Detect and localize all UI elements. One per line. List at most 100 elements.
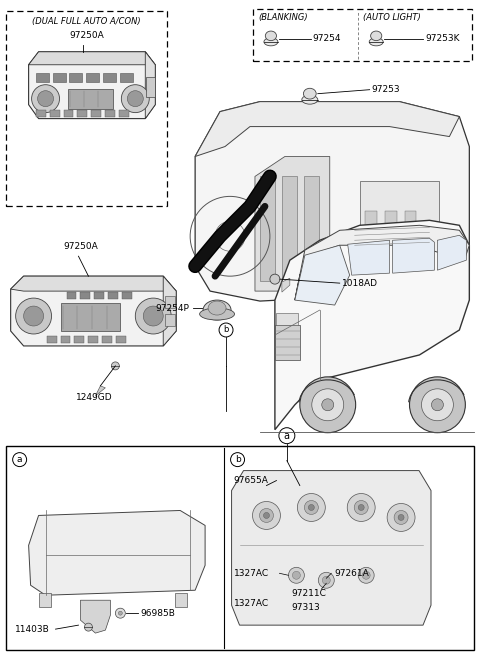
Ellipse shape [264,38,278,46]
Circle shape [322,576,330,584]
Polygon shape [11,276,176,346]
Text: 97655A: 97655A [234,476,268,485]
Bar [67,292,76,299]
Polygon shape [195,102,459,157]
Bar [86,73,99,82]
Bar [106,110,115,117]
Bar [88,336,98,343]
Bar [38,593,50,607]
Bar [360,182,439,281]
Circle shape [298,493,325,522]
Circle shape [358,567,374,583]
Text: b: b [235,455,240,464]
Circle shape [111,362,120,370]
Bar [282,176,297,281]
Circle shape [347,493,375,522]
Circle shape [312,389,344,420]
Bar [81,292,90,299]
Polygon shape [295,245,350,305]
Bar [175,593,187,607]
Circle shape [398,514,404,520]
Circle shape [37,91,54,107]
Text: 97253: 97253 [372,85,400,94]
Circle shape [32,85,60,113]
Circle shape [304,501,318,514]
Text: b: b [223,325,229,335]
Circle shape [119,611,122,615]
Polygon shape [282,278,290,292]
Bar [120,73,133,82]
Bar [60,336,71,343]
Circle shape [421,389,454,420]
Bar [365,211,377,271]
Bar [165,296,175,308]
Bar [146,77,155,96]
Bar [6,445,474,650]
Bar [102,336,112,343]
Text: 1018AD: 1018AD [342,279,378,287]
Text: (AUTO LIGHT): (AUTO LIGHT) [363,13,421,22]
Text: 1327AC: 1327AC [234,569,269,578]
Circle shape [252,501,280,529]
Circle shape [115,608,125,618]
Circle shape [354,501,368,514]
Circle shape [260,508,274,522]
Bar [276,313,298,325]
Bar [70,73,83,82]
Circle shape [16,298,51,334]
Polygon shape [295,225,469,300]
Ellipse shape [200,308,235,320]
Text: 97254: 97254 [313,34,341,43]
Text: (DUAL FULL AUTO A/CON): (DUAL FULL AUTO A/CON) [32,17,141,26]
Text: 97211C: 97211C [291,588,326,598]
Bar [47,336,57,343]
Ellipse shape [303,89,316,99]
Polygon shape [393,238,434,273]
Circle shape [121,85,149,113]
Bar [120,110,129,117]
Text: a: a [17,455,23,464]
Circle shape [322,399,334,411]
Text: (BLANKING): (BLANKING) [258,13,308,22]
Bar [116,336,126,343]
Bar [36,110,46,117]
Circle shape [432,399,444,411]
Ellipse shape [369,38,383,46]
Bar [253,9,472,61]
Polygon shape [195,102,469,301]
Polygon shape [29,52,155,65]
Text: 11403B: 11403B [15,625,49,634]
Ellipse shape [302,95,318,104]
Text: 97261A: 97261A [334,569,369,578]
Bar [77,110,87,117]
Polygon shape [255,157,330,291]
Circle shape [144,306,163,326]
Bar [6,11,167,207]
Circle shape [135,298,171,334]
Ellipse shape [203,300,231,320]
Circle shape [288,567,304,583]
Circle shape [127,91,144,107]
Bar [91,110,101,117]
Text: 97254P: 97254P [155,304,189,312]
Bar [122,292,132,299]
Polygon shape [163,276,176,346]
Polygon shape [437,236,467,270]
Polygon shape [145,52,155,119]
Text: 97313: 97313 [291,603,320,611]
Bar [390,232,455,286]
Bar [165,314,175,326]
Text: 96985B: 96985B [140,609,175,618]
Bar [63,110,73,117]
Bar [304,176,319,281]
Circle shape [318,572,334,588]
Circle shape [84,623,93,631]
Polygon shape [96,386,106,396]
Text: 1249GD: 1249GD [75,393,112,402]
Circle shape [292,571,300,579]
Circle shape [24,306,44,326]
Circle shape [387,504,415,531]
Polygon shape [29,510,205,595]
Bar [52,73,65,82]
Polygon shape [11,276,176,291]
